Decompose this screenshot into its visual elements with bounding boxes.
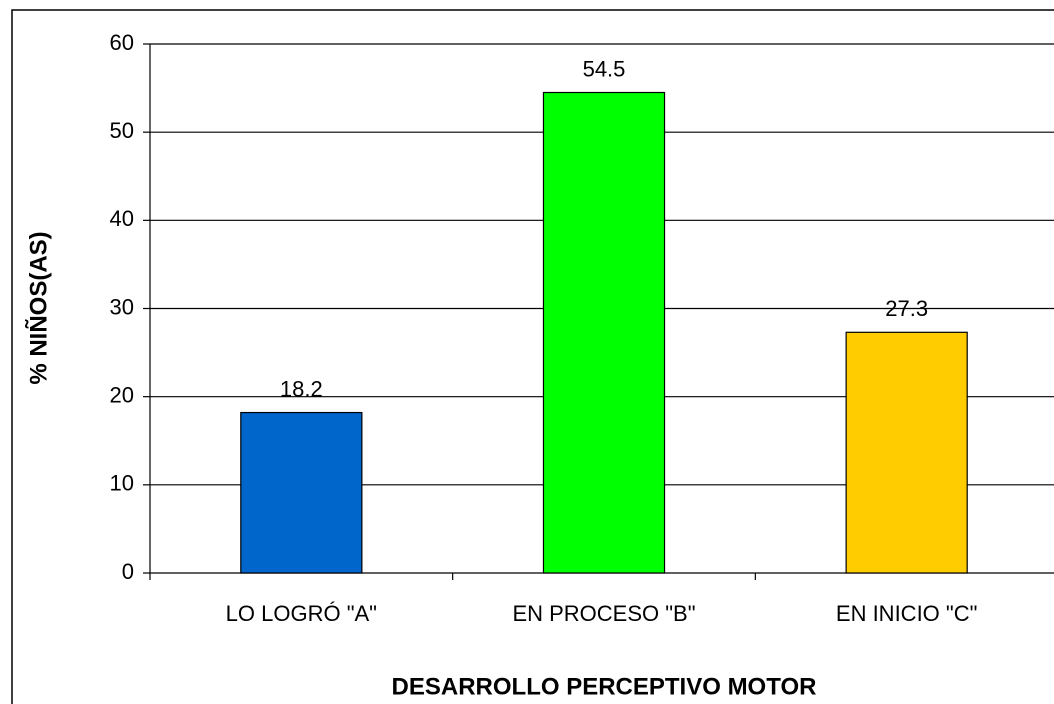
y-axis-title: % NIÑOS(AS) — [24, 231, 52, 384]
y-tick-label: 10 — [110, 471, 134, 496]
y-tick-label: 40 — [110, 206, 134, 231]
x-axis-title: DESARROLLO PERCEPTIVO MOTOR — [392, 673, 817, 700]
y-tick-label: 20 — [110, 382, 134, 407]
y-tick-label: 60 — [110, 30, 134, 55]
data-label: 18.2 — [280, 376, 323, 401]
data-label: 54.5 — [583, 56, 626, 81]
x-tick-label: EN PROCESO "B" — [512, 601, 695, 626]
bar — [240, 411, 363, 574]
bar — [845, 331, 968, 574]
x-tick-label: LO LOGRÓ "A" — [226, 601, 377, 626]
y-tick-label: 0 — [122, 559, 134, 584]
data-label: 27.3 — [885, 296, 928, 321]
y-tick-label: 30 — [110, 294, 134, 319]
bar — [542, 91, 666, 574]
x-tick-label: EN INICIO "C" — [836, 601, 978, 626]
y-tick-label: 50 — [110, 118, 134, 143]
